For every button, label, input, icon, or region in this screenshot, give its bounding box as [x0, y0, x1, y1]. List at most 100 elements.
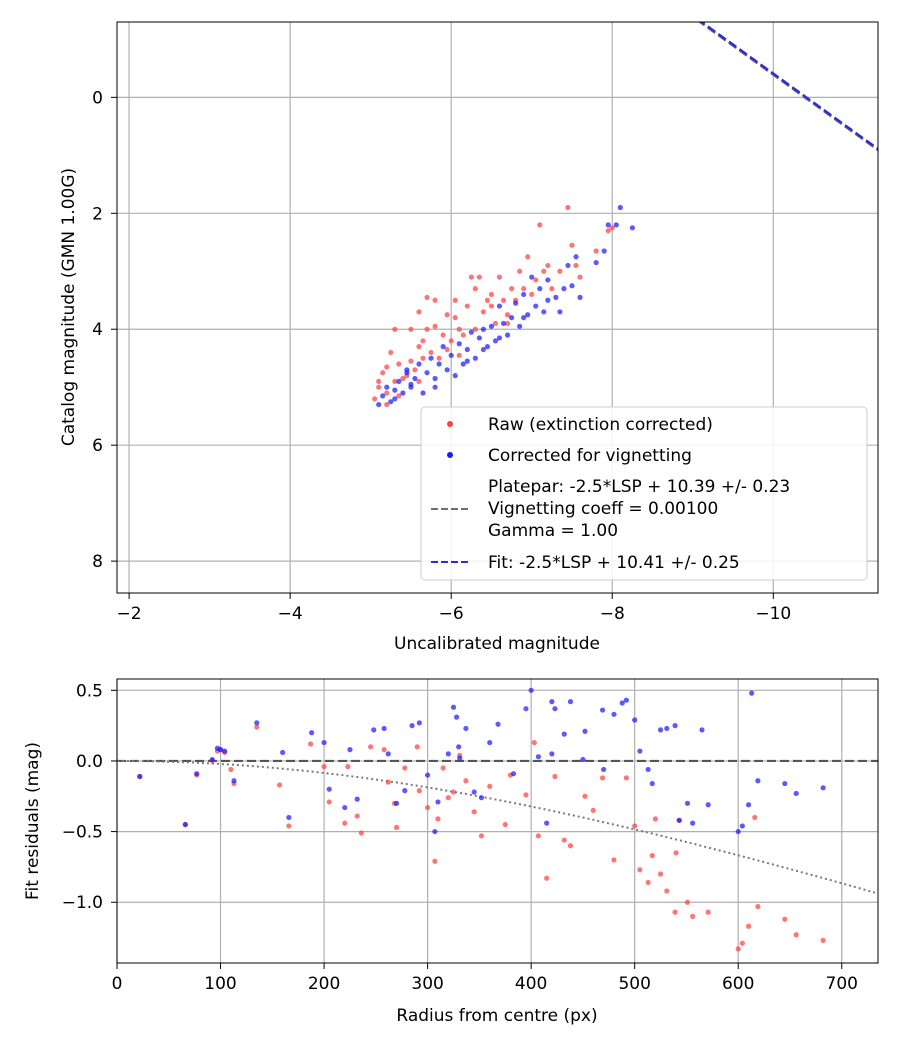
- top-y-tick-label: 0: [92, 88, 103, 108]
- top-x-tick-label: −10: [755, 604, 791, 624]
- corrected-data-point: [569, 283, 575, 289]
- corrected-residual-point: [209, 756, 215, 763]
- corrected-residual-point: [425, 772, 431, 778]
- corrected-residual-point: [182, 821, 188, 828]
- raw-data-point: [408, 326, 414, 332]
- raw-data-point: [420, 338, 426, 344]
- raw-data-point: [537, 222, 543, 228]
- corrected-residual-point: [326, 786, 332, 792]
- top-x-tick-label: −6: [439, 604, 464, 624]
- corrected-residual-point: [194, 771, 200, 777]
- bottom-y-tick-label: 0.5: [76, 681, 103, 701]
- vignetting-curve: [117, 760, 878, 895]
- corrected-residual-point: [699, 727, 705, 733]
- top-x-tick-label: −2: [117, 604, 142, 624]
- raw-residual-point: [393, 824, 400, 830]
- legend-box: [420, 406, 868, 581]
- corrected-residual-point: [381, 725, 387, 732]
- raw-data-point: [525, 254, 531, 260]
- top-x-tick-label: −4: [278, 604, 303, 624]
- raw-residual-point: [478, 833, 485, 839]
- corrected-residual-point: [137, 773, 143, 780]
- corrected-residual-point: [450, 704, 457, 710]
- raw-data-point: [392, 326, 398, 332]
- raw-residual-point: [463, 778, 469, 784]
- raw-residual-point: [308, 741, 314, 747]
- raw-data-point: [549, 286, 555, 292]
- corrected-residual-point: [495, 721, 501, 727]
- raw-data-point: [420, 355, 426, 361]
- raw-data-point: [456, 326, 462, 332]
- raw-residual-point: [582, 793, 588, 799]
- corrected-data-point: [420, 390, 426, 396]
- raw-data-point: [376, 378, 382, 385]
- raw-data-point: [504, 312, 511, 318]
- corrected-data-point: [388, 399, 394, 405]
- bottom-reference-lines: [117, 759, 878, 895]
- raw-residual-point: [345, 764, 351, 770]
- raw-data-point: [384, 364, 390, 370]
- corrected-data-point: [376, 401, 382, 408]
- corrected-residual-point: [582, 728, 588, 734]
- raw-residual-point: [535, 833, 541, 839]
- raw-data-point: [448, 338, 454, 344]
- corrected-data-point: [444, 367, 450, 373]
- corrected-data-point: [392, 387, 398, 393]
- corrected-data-point: [521, 315, 527, 321]
- legend-fit-label: Fit: -2.5*LSP + 10.41 +/- 0.25: [488, 553, 740, 573]
- corrected-data-point: [573, 254, 579, 260]
- raw-residual-point: [381, 747, 387, 753]
- raw-data-point: [521, 286, 527, 292]
- corrected-residual-point: [222, 748, 228, 754]
- raw-residual-point: [414, 744, 420, 750]
- raw-data-point: [533, 277, 539, 283]
- corrected-data-point: [508, 315, 515, 321]
- top-y-tick-label: 2: [92, 204, 103, 224]
- raw-residual-point: [531, 739, 537, 746]
- raw-residual-point: [745, 923, 752, 929]
- bottom-x-ticks: 0 100 200 300 400 500 600 700: [112, 963, 858, 994]
- raw-data-point: [517, 268, 523, 274]
- corrected-data-point: [408, 381, 414, 387]
- corrected-data-point: [613, 222, 619, 228]
- corrected-residual-point: [510, 771, 517, 777]
- raw-residual-point: [567, 843, 574, 849]
- top-raw-series: [372, 204, 615, 408]
- bottom-y-tick-label: 0.0: [76, 752, 103, 772]
- raw-data-point: [577, 274, 583, 280]
- raw-residual-point: [471, 809, 477, 815]
- bottom-x-tick-label: 100: [204, 974, 236, 994]
- corrected-data-point: [605, 222, 611, 228]
- raw-residual-point: [657, 871, 664, 877]
- raw-residual-point: [228, 766, 234, 773]
- raw-residual-point: [358, 830, 364, 836]
- legend-platepar-label-line: Gamma = 1.00: [488, 521, 618, 541]
- raw-data-point: [440, 332, 446, 338]
- corrected-data-point: [545, 297, 551, 303]
- corrected-residual-point: [632, 717, 638, 723]
- raw-data-point: [484, 297, 491, 303]
- raw-data-point: [492, 320, 499, 327]
- corrected-data-point: [492, 338, 499, 344]
- corrected-residual-point: [580, 756, 586, 763]
- raw-data-point: [480, 309, 487, 315]
- corrected-residual-point: [402, 788, 408, 794]
- corrected-residual-point: [782, 780, 788, 787]
- corrected-data-point: [460, 361, 466, 367]
- raw-data-point: [436, 355, 442, 361]
- raw-data-point: [468, 274, 474, 280]
- bottom-x-tick-label: 0: [112, 974, 123, 994]
- raw-residual-point: [445, 795, 451, 801]
- raw-residual-point: [368, 744, 374, 750]
- bottom-corrected-series: [137, 687, 826, 835]
- corrected-residual-point: [321, 739, 327, 746]
- bottom-x-tick-label: 400: [515, 974, 547, 994]
- raw-residual-point: [820, 937, 826, 943]
- corrected-residual-point: [385, 751, 391, 757]
- top-y-tick-label: 8: [92, 552, 103, 572]
- raw-residual-point: [450, 789, 457, 795]
- raw-data-point: [529, 291, 535, 298]
- raw-residual-point: [354, 813, 360, 819]
- corrected-residual-point: [664, 725, 670, 732]
